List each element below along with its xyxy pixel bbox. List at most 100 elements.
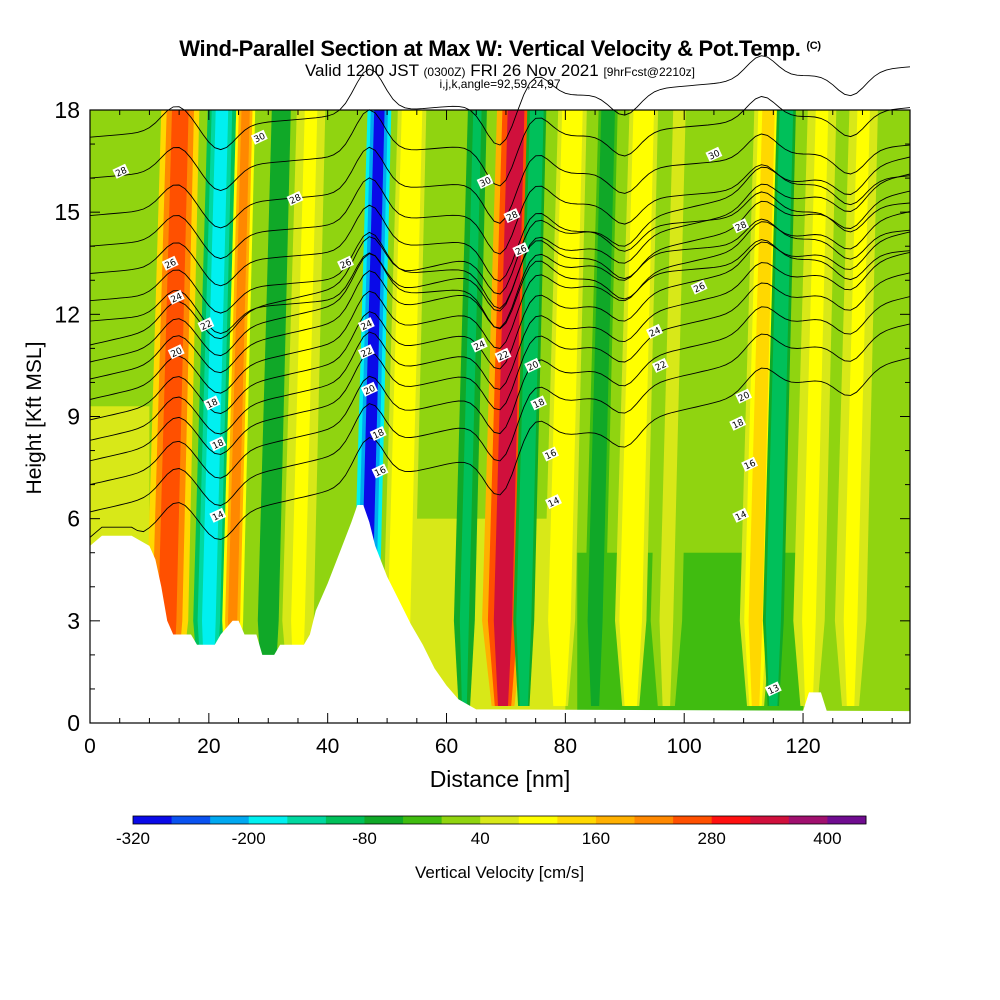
colorbar-tick-label: -320 <box>116 829 150 848</box>
colorbar-swatch <box>171 816 211 824</box>
svg-text:26: 26 <box>514 244 529 258</box>
contour-label: 16 <box>741 456 759 473</box>
svg-text:30: 30 <box>253 131 268 145</box>
svg-text:16: 16 <box>743 458 758 472</box>
svg-text:20: 20 <box>363 384 378 398</box>
isentrope-line <box>89 173 911 363</box>
contour-label: 26 <box>512 242 530 258</box>
svg-text:24: 24 <box>473 339 488 353</box>
x-tick-label: 120 <box>786 735 821 758</box>
forecast-date: FRI 26 Nov 2021 <box>470 61 599 80</box>
svg-text:28: 28 <box>734 220 749 234</box>
contour-label: 14 <box>545 494 562 510</box>
colorbar-swatch <box>325 816 365 824</box>
colorbar-swatch <box>595 816 636 824</box>
velocity-band <box>748 110 775 706</box>
svg-text:26: 26 <box>339 258 354 272</box>
colorbar-swatch <box>827 816 867 824</box>
svg-text:18: 18 <box>372 428 387 442</box>
isentrope-line <box>89 164 911 260</box>
section-indices: i,j,k,angle=92,59,24,97 <box>439 77 561 91</box>
isentrope-line <box>89 96 911 191</box>
contour-label: 22 <box>357 344 375 360</box>
isentrope-line <box>89 231 911 421</box>
velocity-band <box>802 110 829 706</box>
y-tick-label: 12 <box>54 301 80 327</box>
contour-label: 22 <box>494 347 512 364</box>
contour-label: 30 <box>705 146 723 163</box>
svg-text:16: 16 <box>373 465 388 479</box>
contour-label: 28 <box>112 163 130 180</box>
contour-label: 22 <box>651 357 669 374</box>
svg-text:22: 22 <box>199 319 214 333</box>
velocity-band <box>552 110 579 706</box>
utc-time: (0300Z) <box>423 65 466 79</box>
contour-label: 26 <box>690 279 708 295</box>
y-axis-label: Height [Kft MSL] <box>23 341 46 495</box>
svg-text:20: 20 <box>170 346 185 360</box>
isentrope-line <box>89 55 911 151</box>
velocity-band <box>291 110 318 706</box>
y-tick-label: 9 <box>67 404 80 430</box>
svg-text:30: 30 <box>478 176 493 190</box>
svg-text:26: 26 <box>164 258 179 272</box>
colorbar-swatch <box>557 816 597 824</box>
isentrope-line <box>89 190 911 380</box>
contour-label: 20 <box>735 388 753 404</box>
colorbar-swatch <box>364 816 404 824</box>
velocity-band <box>590 110 613 706</box>
colorbar-swatch <box>248 816 288 824</box>
svg-text:18: 18 <box>211 438 226 452</box>
contour-label: 14 <box>732 507 750 524</box>
contour-label: 24 <box>470 337 488 353</box>
contour-label: 26 <box>161 255 179 272</box>
forecast-info: [9hrFcst@2210z] <box>603 65 696 79</box>
contour-label: 18 <box>530 395 548 411</box>
x-tick-label: 20 <box>197 735 220 758</box>
y-tick-label: 18 <box>54 97 80 123</box>
svg-text:20: 20 <box>526 360 541 374</box>
colorbar-swatch <box>750 816 790 824</box>
x-tick-label: 80 <box>554 735 577 758</box>
contour-label: 30 <box>250 129 268 146</box>
velocity-band <box>768 110 791 706</box>
chart-title-tag: (C) <box>806 40 821 52</box>
isentrope-line <box>89 272 911 462</box>
velocity-band <box>392 110 419 706</box>
chart-subtitle: Valid 1200 JST (0300Z) FRI 26 Nov 2021 [… <box>0 61 1000 81</box>
colorbar-swatch <box>403 816 443 824</box>
svg-text:22: 22 <box>654 360 669 374</box>
isentrope-line <box>89 239 911 334</box>
terrain-mask <box>90 505 910 723</box>
svg-text:28: 28 <box>288 193 303 207</box>
contour-label: 26 <box>337 255 354 272</box>
velocity-band <box>158 110 189 706</box>
svg-text:14: 14 <box>211 510 226 524</box>
svg-text:18: 18 <box>731 418 746 432</box>
isentrope-line <box>89 156 911 346</box>
svg-text:22: 22 <box>496 350 511 364</box>
isentrope-line <box>89 191 911 287</box>
colorbar-swatch <box>480 816 520 824</box>
isentrope-line <box>89 357 911 540</box>
colorbar-swatch <box>210 816 250 824</box>
x-tick-label: 0 <box>84 735 96 758</box>
x-tick-label: 40 <box>316 735 339 758</box>
contour-label: 20 <box>524 357 542 374</box>
y-tick-label: 0 <box>67 710 80 736</box>
svg-text:30: 30 <box>707 149 722 163</box>
contour-label: 14 <box>209 507 227 524</box>
x-tick-label: 100 <box>667 735 702 758</box>
isentrope-line <box>89 296 911 486</box>
svg-text:20: 20 <box>737 390 752 404</box>
contour-label: 22 <box>197 317 215 333</box>
colorbar-tick-label: -80 <box>352 829 377 848</box>
contour-label: 16 <box>542 446 559 462</box>
contour-label: 24 <box>357 317 375 333</box>
svg-text:14: 14 <box>547 496 562 510</box>
colorbar-swatch <box>673 816 713 824</box>
isentrope-line <box>89 251 911 441</box>
velocity-band <box>228 110 250 706</box>
contour-label: 18 <box>209 436 227 452</box>
